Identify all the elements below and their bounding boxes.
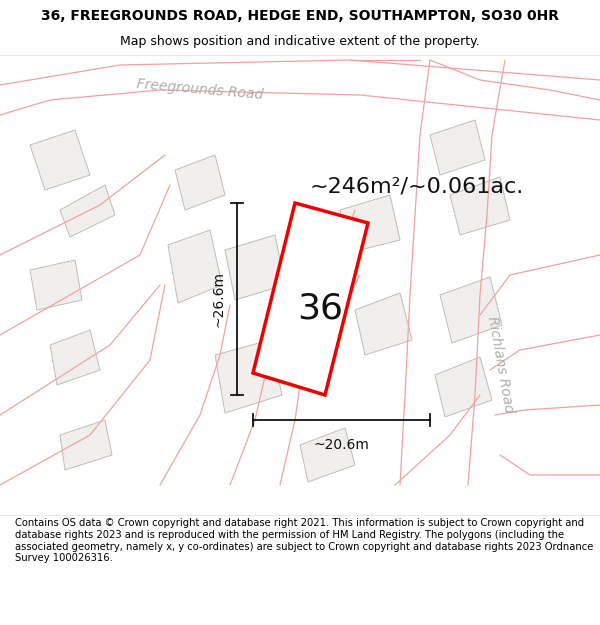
Text: ~20.6m: ~20.6m <box>314 438 370 452</box>
Polygon shape <box>340 195 400 253</box>
Text: Map shows position and indicative extent of the property.: Map shows position and indicative extent… <box>120 35 480 48</box>
Polygon shape <box>50 330 100 385</box>
Polygon shape <box>450 177 510 235</box>
Text: 36, FREEGROUNDS ROAD, HEDGE END, SOUTHAMPTON, SO30 0HR: 36, FREEGROUNDS ROAD, HEDGE END, SOUTHAM… <box>41 9 559 24</box>
Polygon shape <box>60 185 115 237</box>
Polygon shape <box>430 120 485 175</box>
Text: 36: 36 <box>297 291 343 326</box>
Text: Contains OS data © Crown copyright and database right 2021. This information is : Contains OS data © Crown copyright and d… <box>15 518 593 563</box>
Polygon shape <box>300 428 355 482</box>
Text: ~246m²/~0.061ac.: ~246m²/~0.061ac. <box>310 177 524 197</box>
Text: Richlans Road: Richlans Road <box>485 316 515 414</box>
Text: ~26.6m: ~26.6m <box>211 271 225 327</box>
Polygon shape <box>60 420 112 470</box>
Polygon shape <box>440 277 502 343</box>
Polygon shape <box>355 293 412 355</box>
Polygon shape <box>253 203 368 395</box>
Polygon shape <box>30 130 90 190</box>
Text: Freegrounds Road: Freegrounds Road <box>136 78 264 102</box>
Polygon shape <box>175 155 225 210</box>
Polygon shape <box>215 340 282 413</box>
Polygon shape <box>168 230 222 303</box>
Polygon shape <box>225 235 285 300</box>
Polygon shape <box>30 260 82 310</box>
Polygon shape <box>435 357 492 417</box>
